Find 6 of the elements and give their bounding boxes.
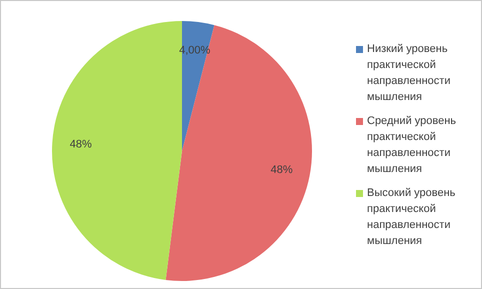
data-label: 48% <box>270 164 293 176</box>
data-label: 48% <box>70 138 92 151</box>
legend-label: Низкий уровень практической направленности мышления <box>367 42 452 105</box>
legend-label: Высокий уровень практической направленности мышления <box>367 186 456 249</box>
pie-slice <box>166 25 312 281</box>
legend-label: Средний уровень практической направленности мышления <box>367 114 458 177</box>
